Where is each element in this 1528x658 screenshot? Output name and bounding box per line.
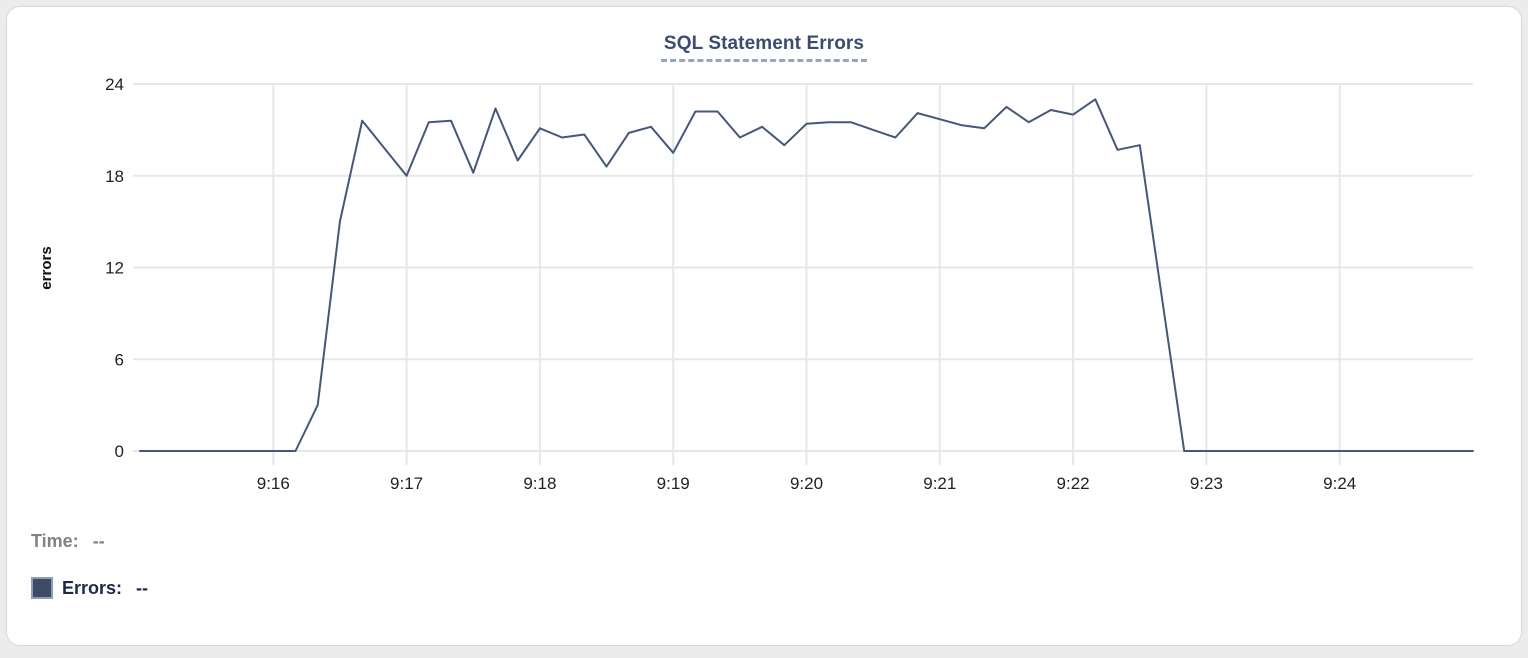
errors-series-line	[139, 98, 1474, 452]
x-tick-label: 9:24	[1323, 474, 1356, 493]
legend-errors-row: Errors: --	[31, 576, 148, 600]
y-tick-label: 24	[105, 75, 124, 94]
y-tick-label: 6	[115, 350, 124, 369]
tooltip-time-row: Time: --	[31, 529, 148, 553]
tooltip-time-value: --	[92, 530, 105, 551]
legend-errors-value: --	[136, 577, 149, 598]
x-tick-label: 9:23	[1190, 474, 1223, 493]
x-tick-label: 9:21	[923, 474, 956, 493]
tooltip-time-label: Time:	[31, 530, 79, 551]
y-tick-label: 12	[105, 259, 124, 278]
legend-errors-label: Errors:	[62, 577, 123, 598]
y-tick-label: 18	[105, 167, 124, 186]
x-tick-label: 9:20	[790, 474, 823, 493]
chart-card: 9:16 9:17 9:18 9:19 9:20 9:21 9:22 9:23 9:24 0 6 12…	[6, 6, 1522, 646]
x-tick-label: 9:17	[390, 474, 423, 493]
chart-title[interactable]: SQL Statement Errors	[660, 33, 868, 62]
x-tick-label: 9:18	[523, 474, 556, 493]
y-axis-label: errors	[38, 246, 55, 289]
errors-series-swatch-icon	[31, 577, 53, 599]
x-tick-label: 9:16	[257, 474, 290, 493]
y-tick-label: 0	[115, 442, 124, 461]
errors-line-chart[interactable]: 9:16 9:17 9:18 9:19 9:20 9:21 9:22 9:23 9:24 0 6 12…	[7, 7, 1521, 645]
chart-header: SQL Statement Errors	[7, 33, 1521, 62]
x-tick-label: 9:22	[1057, 474, 1090, 493]
x-tick-label: 9:19	[657, 474, 690, 493]
chart-tooltip-legend: Time: -- Errors: --	[31, 529, 148, 623]
